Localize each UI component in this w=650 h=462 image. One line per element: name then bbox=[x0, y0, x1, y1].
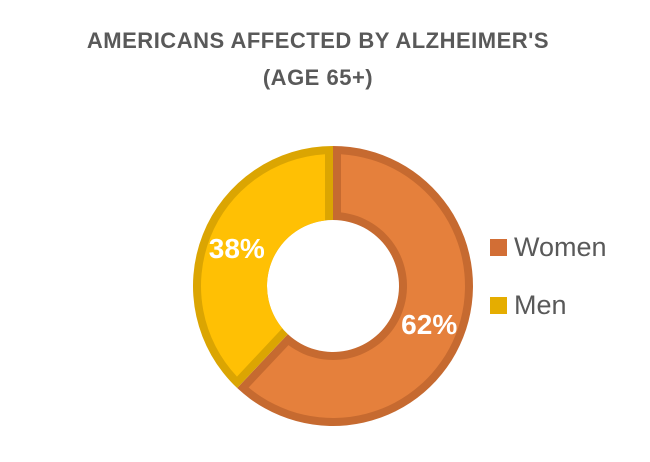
slice-fill-men bbox=[201, 154, 326, 377]
data-label-men: 38% bbox=[209, 233, 265, 264]
chart-title-line1: AMERICANS AFFECTED BY ALZHEIMER'S bbox=[86, 28, 550, 53]
chart-title: AMERICANS AFFECTED BY ALZHEIMER'S (AGE 6… bbox=[0, 22, 636, 96]
legend-swatch-women bbox=[490, 238, 507, 256]
legend-label-women: Women bbox=[514, 231, 607, 262]
chart-title-line2: (AGE 65+) bbox=[262, 65, 374, 90]
slice-fill-women bbox=[248, 154, 465, 418]
donut-slices bbox=[192, 146, 473, 426]
legend-swatch-men bbox=[490, 296, 507, 314]
data-label-women: 62% bbox=[401, 309, 457, 340]
legend-item-women: Women bbox=[490, 232, 607, 262]
legend-item-men: Men bbox=[490, 290, 567, 320]
legend-label-men: Men bbox=[514, 289, 567, 320]
